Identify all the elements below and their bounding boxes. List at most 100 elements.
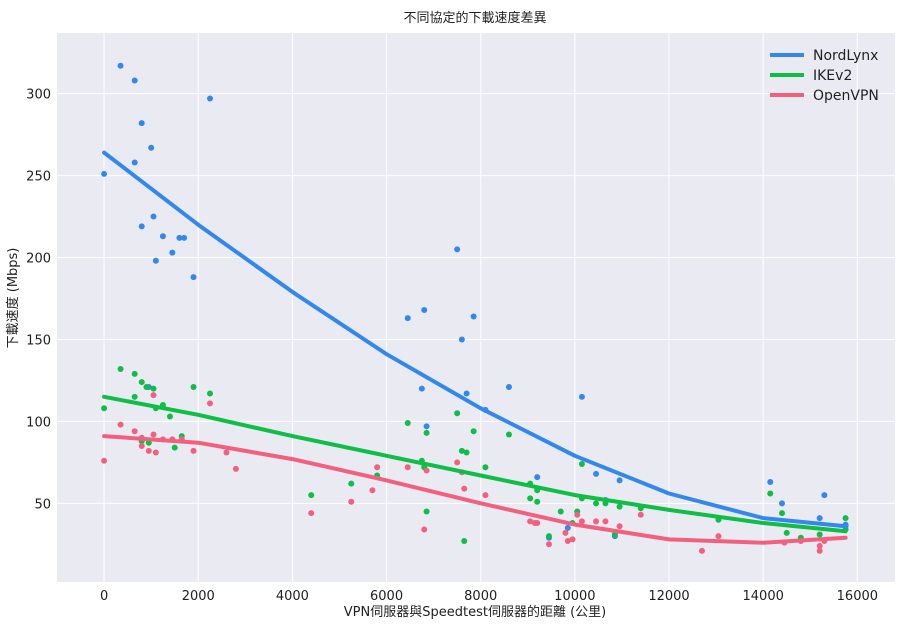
nordlynx-point xyxy=(816,515,823,522)
openvpn-point xyxy=(207,400,214,407)
data-marks xyxy=(101,62,849,554)
ikev2-point xyxy=(423,429,430,436)
ikev2-point xyxy=(842,515,849,522)
openvpn-point xyxy=(369,487,376,494)
openvpn-point xyxy=(534,520,541,527)
nordlynx-point xyxy=(505,383,512,390)
openvpn-trend-line xyxy=(102,434,848,545)
ikev2-point xyxy=(816,531,823,538)
x-tick-label: 2000 xyxy=(182,589,215,604)
legend: NordLynx IKEv2 OpenVPN xyxy=(770,48,879,104)
openvpn-point xyxy=(637,511,644,518)
nordlynx-point xyxy=(159,233,166,240)
x-axis-ticks: 0 2000 4000 6000 8000 10000 12000 14000 16000 xyxy=(100,589,878,604)
openvpn-point xyxy=(564,538,571,545)
x-tick-label: 6000 xyxy=(370,589,403,604)
nordlynx-point xyxy=(779,500,786,507)
x-tick-label: 10000 xyxy=(554,589,595,604)
openvpn-point xyxy=(562,529,569,536)
nordlynx-point xyxy=(454,246,461,253)
y-tick-label: 50 xyxy=(34,497,51,512)
nordlynx-point xyxy=(470,313,477,320)
x-tick-label: 4000 xyxy=(276,589,309,604)
openvpn-legend-label: OpenVPN xyxy=(813,88,879,104)
nordlynx-point xyxy=(404,315,411,322)
ikev2-legend-label: IKEv2 xyxy=(813,68,852,84)
openvpn-point xyxy=(593,518,600,525)
nordlynx-point xyxy=(131,77,138,84)
openvpn-point xyxy=(101,457,108,464)
ikev2-point xyxy=(783,529,790,536)
nordlynx-point xyxy=(421,306,428,313)
ikev2-point xyxy=(779,510,786,517)
openvpn-point xyxy=(616,523,623,530)
nordlynx-point xyxy=(138,223,145,230)
chart-title: 不同協定的下載速度差異 xyxy=(403,10,546,26)
nordlynx-point xyxy=(150,213,157,220)
ikev2-point xyxy=(461,538,468,545)
nordlynx-point xyxy=(138,120,145,127)
nordlynx-point xyxy=(463,390,470,397)
openvpn-point xyxy=(545,541,552,548)
ikev2-point xyxy=(454,410,461,417)
ikev2-point xyxy=(505,431,512,438)
ikev2-point xyxy=(404,420,411,427)
x-tick-label: 8000 xyxy=(464,589,497,604)
ikev2-point xyxy=(131,393,138,400)
nordlynx-point xyxy=(176,234,183,241)
ikev2-point xyxy=(190,383,197,390)
nordlynx-point xyxy=(423,423,430,430)
nordlynx-point xyxy=(101,170,108,177)
openvpn-point xyxy=(461,485,468,492)
ikev2-point xyxy=(166,413,173,420)
openvpn-point xyxy=(569,536,576,543)
openvpn-point xyxy=(527,518,534,525)
nordlynx-point xyxy=(616,477,623,484)
openvpn-point xyxy=(421,526,428,533)
ikev2-point xyxy=(117,365,124,372)
ikev2-point xyxy=(534,498,541,505)
nordlynx-point xyxy=(169,249,176,256)
nordlynx-point xyxy=(190,274,197,281)
openvpn-point xyxy=(150,431,157,438)
openvpn-point xyxy=(816,547,823,554)
openvpn-point xyxy=(117,421,124,428)
ikev2-trend-line xyxy=(102,394,848,534)
ikev2-point xyxy=(143,383,150,390)
nordlynx-point xyxy=(767,479,774,486)
y-tick-label: 200 xyxy=(26,252,51,267)
openvpn-point xyxy=(145,447,152,454)
ikev2-point xyxy=(423,508,430,515)
ikev2-point xyxy=(131,370,138,377)
x-tick-label: 12000 xyxy=(648,589,689,604)
ikev2-point xyxy=(482,464,489,471)
openvpn-point xyxy=(150,392,157,399)
nordlynx-point xyxy=(181,234,188,241)
openvpn-point xyxy=(602,518,609,525)
y-tick-label: 100 xyxy=(26,415,51,430)
ikev2-point xyxy=(545,533,552,540)
openvpn-point xyxy=(190,447,197,454)
openvpn-point xyxy=(232,465,239,472)
nordlynx-point xyxy=(564,524,571,531)
ikev2-point xyxy=(458,447,465,454)
openvpn-point xyxy=(423,467,430,474)
nordlynx-point xyxy=(593,470,600,477)
y-tick-label: 300 xyxy=(26,88,51,103)
openvpn-point xyxy=(578,518,585,525)
x-tick-label: 14000 xyxy=(743,589,784,604)
ikev2-point xyxy=(207,390,214,397)
ikev2-point xyxy=(308,492,315,499)
ikev2-point xyxy=(101,405,108,412)
nordlynx-point xyxy=(207,95,214,102)
ikev2-point xyxy=(171,444,178,451)
ikev2-point xyxy=(557,508,564,515)
openvpn-point xyxy=(131,428,138,435)
nordlynx-point xyxy=(152,257,159,264)
nordlynx-point xyxy=(148,144,155,151)
y-tick-label: 250 xyxy=(26,170,51,185)
plot-area xyxy=(57,33,895,582)
openvpn-point xyxy=(223,449,230,456)
y-axis-label: 下載速度 (Mbps) xyxy=(5,248,21,349)
